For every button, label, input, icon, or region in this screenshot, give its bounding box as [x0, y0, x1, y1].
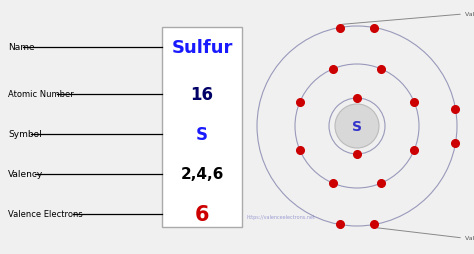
Text: Valency: Valency	[8, 170, 43, 179]
Text: S: S	[196, 125, 208, 144]
FancyBboxPatch shape	[162, 28, 242, 227]
Text: S: S	[352, 120, 362, 133]
Text: 16: 16	[191, 86, 213, 104]
Text: Valence Electrons: Valence Electrons	[465, 12, 474, 18]
Text: https://valenceelectrons.net: https://valenceelectrons.net	[247, 215, 316, 220]
Text: Valence Electrons: Valence Electrons	[8, 210, 83, 219]
Text: Sulfur: Sulfur	[171, 39, 233, 57]
Text: Symbol: Symbol	[8, 130, 42, 139]
Text: Valence Electrons: Valence Electrons	[465, 235, 474, 241]
Text: Name: Name	[8, 43, 35, 52]
Text: Atomic Number: Atomic Number	[8, 90, 74, 99]
Text: 6: 6	[195, 204, 209, 224]
Circle shape	[335, 105, 379, 148]
Text: 2,4,6: 2,4,6	[180, 167, 224, 182]
